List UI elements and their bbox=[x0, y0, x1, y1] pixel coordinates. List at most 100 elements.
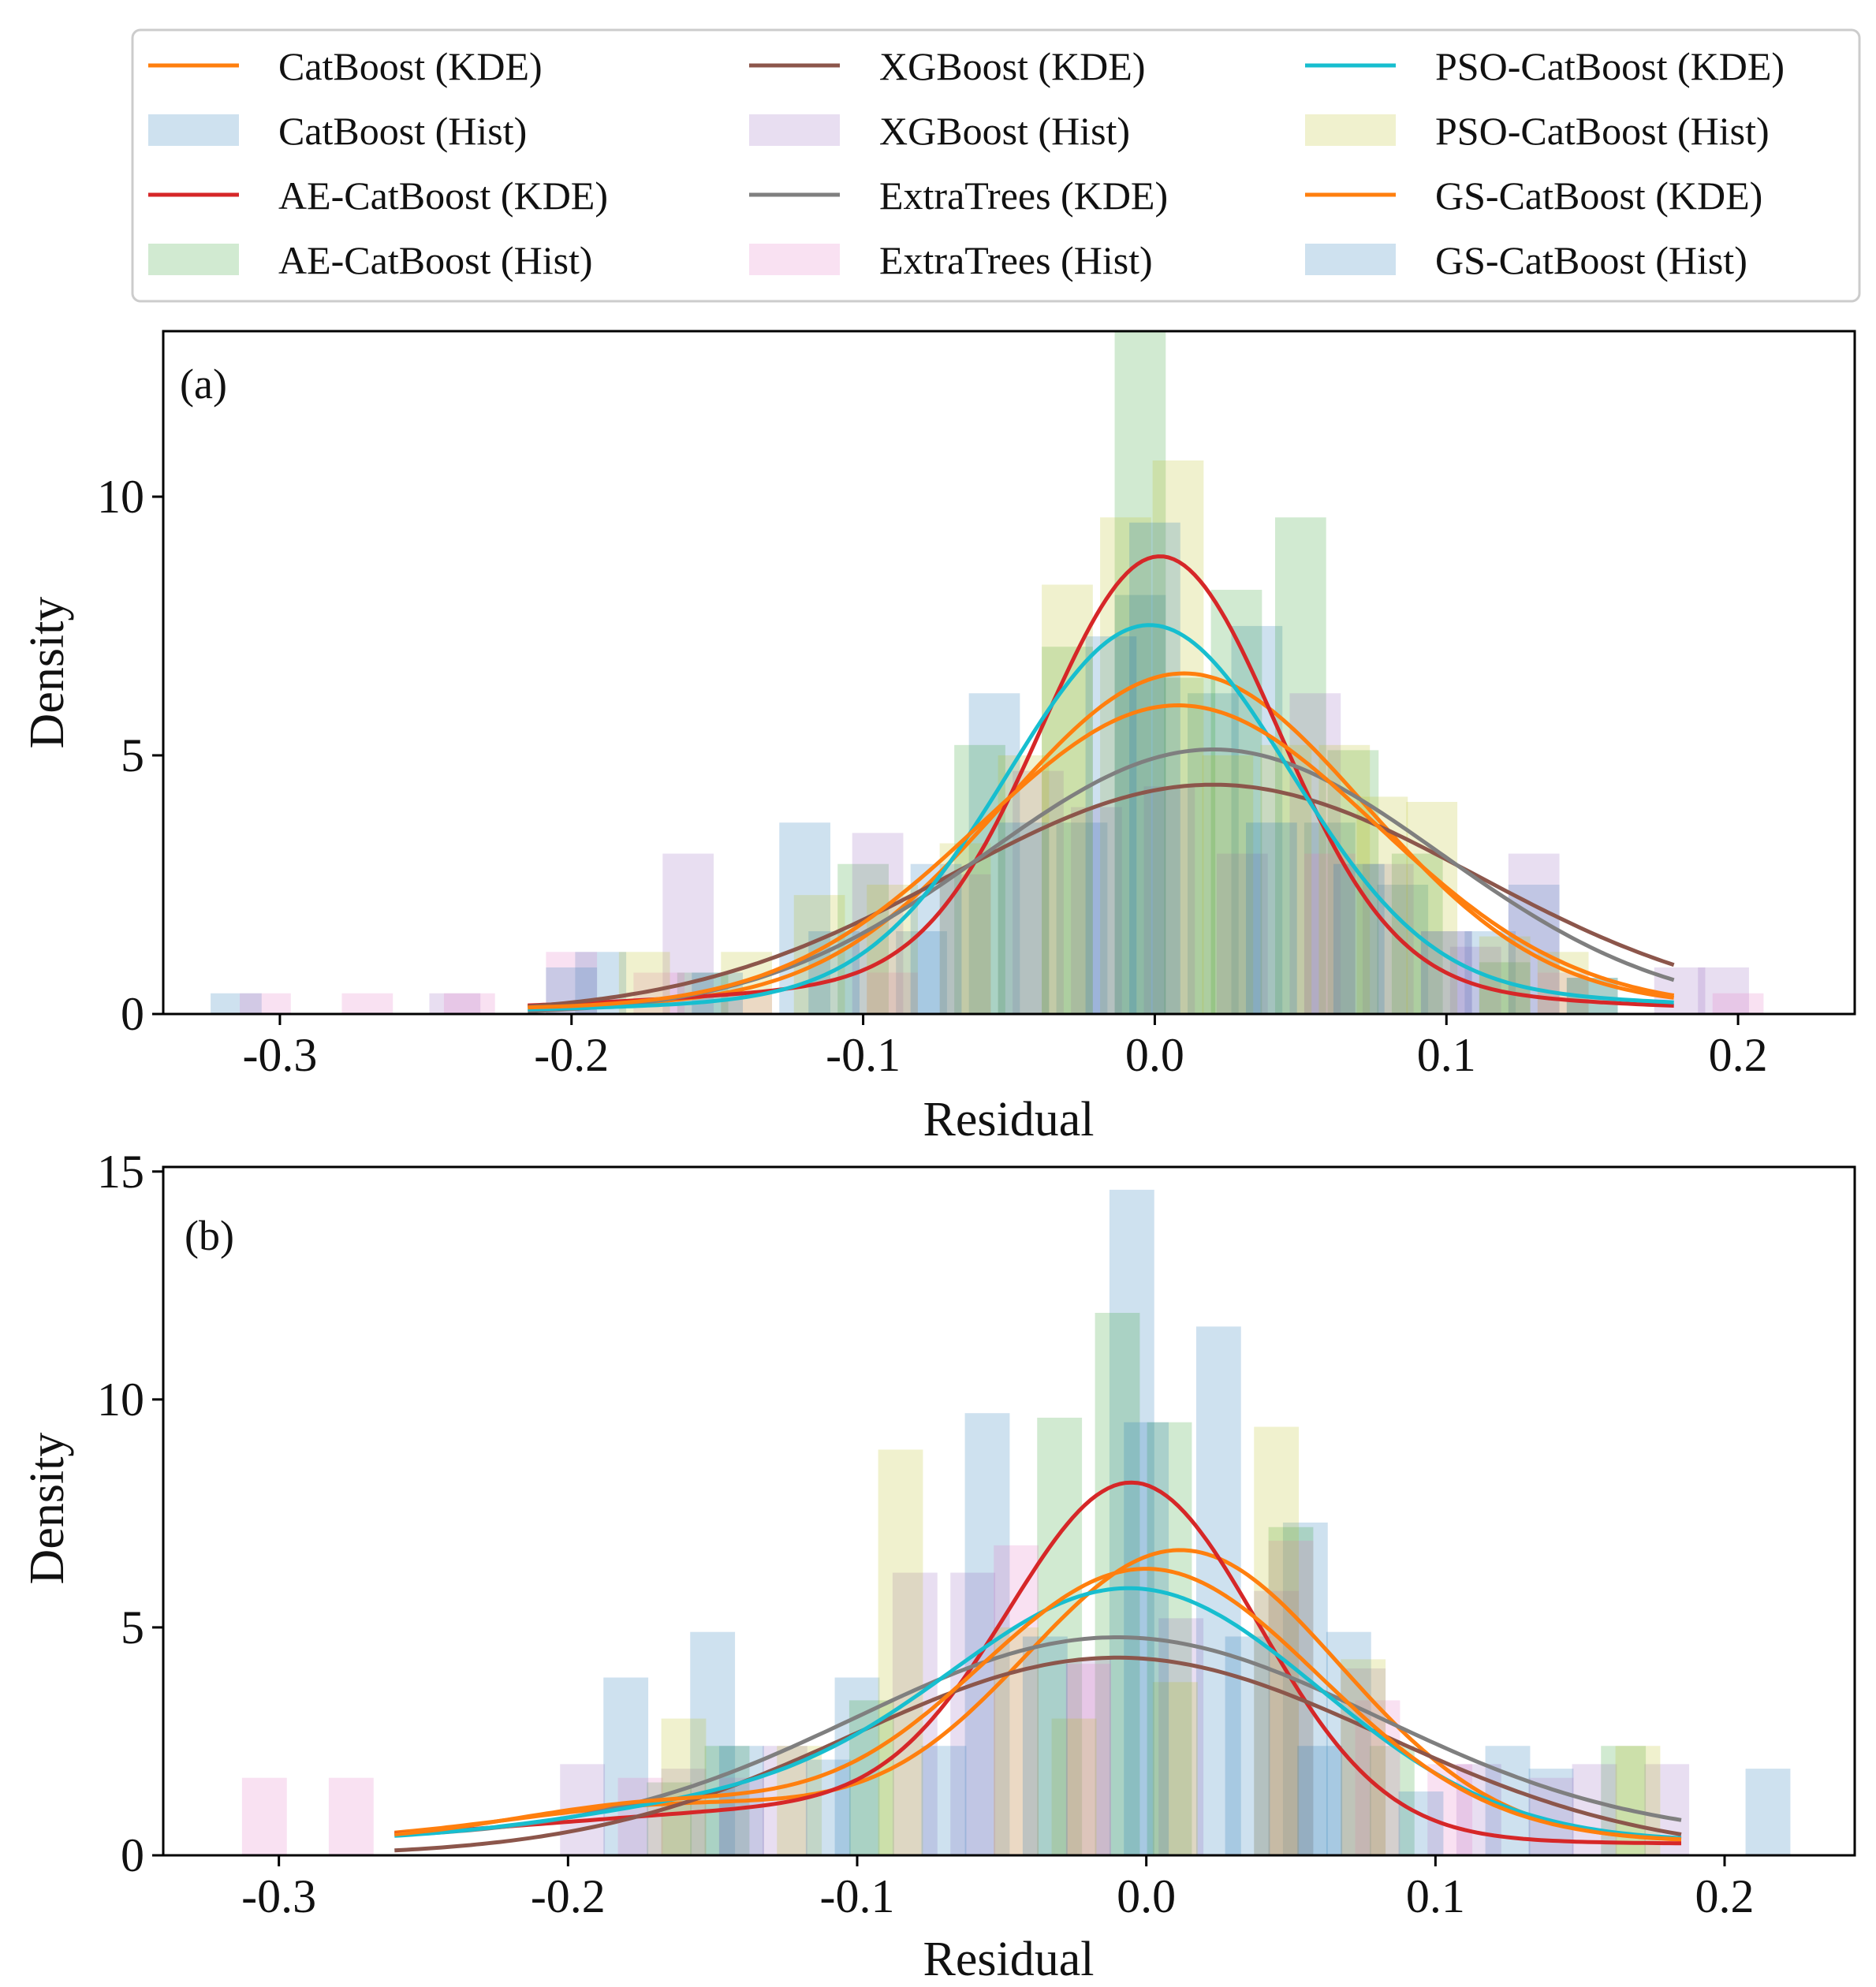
panel-b-x-ticks: -0.3 -0.2 -0.1 0.0 0.1 0.2 bbox=[241, 1855, 1755, 1922]
a-bar-extratrees-hist-6 bbox=[867, 972, 918, 1014]
legend-swatch-catboost-hist bbox=[148, 114, 239, 146]
a-bar-ae-catboost-hist-7 bbox=[1274, 517, 1326, 1014]
b-bar-xgboost-hist-9 bbox=[1456, 1764, 1501, 1855]
b-bar-xgboost-hist-8 bbox=[1341, 1668, 1386, 1855]
panel-b: -0.3 -0.2 -0.1 0.0 0.1 0.2 0 5 10 15 (b) Residua… bbox=[21, 1146, 1856, 1986]
a-bar-pso-catboost-hist-9 bbox=[1202, 755, 1254, 1014]
a-xtick-label-5: 0.2 bbox=[1709, 1029, 1768, 1081]
a-bar-xgboost-hist-8 bbox=[1289, 693, 1341, 1014]
panel-a-histograms bbox=[211, 331, 1764, 1014]
legend-label-pso-catboost-hist: PSO-CatBoost (Hist) bbox=[1435, 109, 1770, 153]
panel-b-label: (b) bbox=[185, 1212, 234, 1259]
legend-swatch-pso-catboost-hist bbox=[1305, 114, 1396, 146]
a-bar-extratrees-hist-7 bbox=[1304, 853, 1356, 1014]
legend-label-catboost-hist: CatBoost (Hist) bbox=[278, 109, 527, 153]
b-bar-catboost-hist-1 bbox=[690, 1631, 736, 1855]
panel-b-frame bbox=[162, 1165, 1856, 1857]
a-bar-catboost-hist-5 bbox=[1056, 822, 1108, 1014]
a-bar-pso-catboost-hist-12 bbox=[1356, 796, 1408, 1014]
b-bar-extratrees-hist-5 bbox=[1065, 1664, 1111, 1855]
b-bar-gs-catboost-hist-1 bbox=[805, 1759, 851, 1855]
panel-a-x-axis-label: Residual bbox=[923, 1093, 1095, 1146]
panel-b-y-axis-label: Density bbox=[21, 1433, 74, 1585]
b-xtick-label-1: -0.2 bbox=[531, 1870, 606, 1922]
a-bar-xgboost-hist-7 bbox=[1217, 853, 1268, 1014]
a-bar-ae-catboost-hist-5 bbox=[1164, 677, 1216, 1014]
a-bar-gs-catboost-hist-7 bbox=[1245, 822, 1297, 1014]
b-bar-extratrees-hist-0 bbox=[241, 1777, 287, 1855]
b-bar-gs-catboost-hist-6 bbox=[1297, 1746, 1343, 1855]
panel-a-x-ticks: -0.3 -0.2 -0.1 0.0 0.1 0.2 bbox=[242, 1014, 1768, 1081]
legend-label-xgboost-kde: XGBoost (KDE) bbox=[879, 44, 1145, 88]
a-bar-gs-catboost-hist-4 bbox=[998, 822, 1050, 1014]
a-kde-pso-catboost-kde bbox=[528, 623, 1674, 1012]
panel-b-kde-lines bbox=[394, 1480, 1682, 1853]
a-kde-gs-catboost-kde bbox=[528, 703, 1675, 1010]
a-bar-catboost-hist-11 bbox=[1464, 931, 1516, 1014]
b-xtick-label-2: -0.1 bbox=[820, 1870, 895, 1922]
a-bar-catboost-hist-7 bbox=[1188, 693, 1239, 1014]
a-ytick-label-0: 0 bbox=[121, 988, 144, 1040]
a-bar-ae-catboost-hist-4 bbox=[1114, 331, 1166, 1014]
b-bar-xgboost-hist-5 bbox=[1065, 1659, 1111, 1855]
a-bar-gs-catboost-hist-6 bbox=[1129, 522, 1180, 1014]
legend-label-extratrees-hist: ExtraTrees (Hist) bbox=[879, 238, 1153, 282]
panel-a-y-axis-label: Density bbox=[21, 597, 74, 749]
b-ytick-label-3: 15 bbox=[97, 1146, 144, 1198]
b-bar-gs-catboost-hist-3 bbox=[1022, 1636, 1068, 1855]
legend-frame bbox=[131, 28, 1861, 303]
legend-label-extratrees-kde: ExtraTrees (KDE) bbox=[879, 173, 1168, 218]
a-xtick-label-3: 0.0 bbox=[1125, 1029, 1184, 1081]
b-bar-ae-catboost-hist-7 bbox=[1369, 1746, 1415, 1855]
a-xtick-label-2: -0.1 bbox=[826, 1029, 901, 1081]
legend-label-gs-catboost-hist: GS-CatBoost (Hist) bbox=[1435, 238, 1747, 282]
a-bar-catboost-hist-6 bbox=[1114, 595, 1166, 1014]
legend-label-xgboost-hist: XGBoost (Hist) bbox=[879, 109, 1130, 153]
legend-swatch-ae-catboost-hist bbox=[148, 244, 239, 275]
b-ytick-label-1: 5 bbox=[121, 1601, 144, 1653]
panel-a-label: (a) bbox=[180, 360, 227, 408]
panel-b-y-ticks: 0 5 10 15 bbox=[97, 1146, 163, 1881]
a-xtick-label-1: -0.2 bbox=[534, 1029, 609, 1081]
b-bar-extratrees-hist-6 bbox=[1268, 1541, 1314, 1855]
legend-label-ae-catboost-hist: AE-CatBoost (Hist) bbox=[278, 238, 593, 282]
a-kde-ae-catboost-kde bbox=[528, 554, 1674, 1008]
panel-a-y-ticks: 0 5 10 bbox=[97, 471, 163, 1040]
b-xtick-label-0: -0.3 bbox=[241, 1870, 316, 1922]
a-bar-extratrees-hist-10 bbox=[1712, 993, 1764, 1014]
b-xtick-label-4: 0.1 bbox=[1406, 1870, 1465, 1922]
a-bar-xgboost-hist-4 bbox=[1013, 770, 1064, 1014]
a-kde-xgboost-kde bbox=[528, 782, 1675, 1008]
b-bar-catboost-hist-0 bbox=[603, 1677, 649, 1855]
b-bar-gs-catboost-hist-2 bbox=[921, 1746, 967, 1855]
legend: CatBoost (KDE) CatBoost (Hist) AE-CatBoost… bbox=[131, 28, 1861, 303]
legend-swatch-xgboost-hist bbox=[749, 114, 840, 146]
legend-label-pso-catboost-kde: PSO-CatBoost (KDE) bbox=[1435, 44, 1785, 88]
panel-a-frame bbox=[162, 330, 1856, 1016]
legend-label-ae-catboost-kde: AE-CatBoost (KDE) bbox=[278, 173, 608, 218]
b-bar-extratrees-hist-1 bbox=[328, 1777, 374, 1855]
b-bar-pso-catboost-hist-4 bbox=[1051, 1718, 1097, 1855]
b-xtick-label-5: 0.2 bbox=[1695, 1870, 1755, 1922]
a-bar-catboost-hist-0 bbox=[211, 993, 262, 1014]
b-bar-gs-catboost-hist-5 bbox=[1225, 1636, 1270, 1855]
a-bar-xgboost-hist-6 bbox=[1143, 786, 1195, 1014]
a-bar-ae-catboost-hist-6 bbox=[1210, 590, 1262, 1014]
a-bar-xgboost-hist-0 bbox=[429, 993, 481, 1014]
b-kde-xgboost-kde bbox=[394, 1655, 1682, 1853]
a-bar-xgboost-hist-13 bbox=[1698, 967, 1749, 1014]
b-kde-gs-catboost-kde bbox=[394, 1567, 1682, 1842]
a-xtick-label-0: -0.3 bbox=[242, 1029, 317, 1081]
panel-b-x-axis-label: Residual bbox=[923, 1933, 1095, 1986]
a-bar-xgboost-hist-3 bbox=[939, 874, 991, 1014]
b-bar-pso-catboost-hist-2 bbox=[878, 1449, 923, 1855]
a-bar-extratrees-hist-1 bbox=[341, 993, 393, 1014]
a-bar-pso-catboost-hist-7 bbox=[1100, 517, 1151, 1014]
a-bar-pso-catboost-hist-8 bbox=[1152, 460, 1204, 1014]
b-bar-catboost-hist-4 bbox=[1109, 1189, 1154, 1855]
a-ytick-label-1: 5 bbox=[121, 729, 144, 781]
a-ytick-label-2: 10 bbox=[97, 471, 144, 523]
b-bar-catboost-hist-9 bbox=[1745, 1769, 1791, 1855]
b-xtick-label-3: 0.0 bbox=[1117, 1870, 1176, 1922]
